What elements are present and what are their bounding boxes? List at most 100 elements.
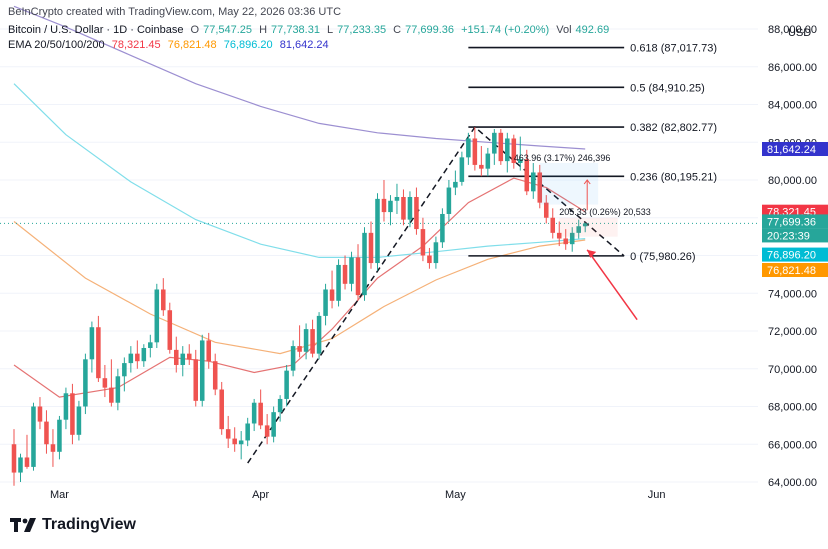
candle[interactable] <box>18 453 23 482</box>
candle[interactable] <box>336 259 341 307</box>
candle[interactable] <box>135 340 140 369</box>
candle[interactable] <box>271 406 276 443</box>
candle[interactable] <box>264 414 270 445</box>
candle[interactable] <box>505 132 510 173</box>
candle[interactable] <box>414 187 419 235</box>
ema-legend[interactable]: EMA 20/50/100/200 78,321.45 76,821.48 76… <box>8 39 333 51</box>
candle[interactable] <box>109 359 114 407</box>
trend-path[interactable] <box>247 125 625 464</box>
fib-level-label[interactable]: 0.236 (80,195.21) <box>630 171 717 183</box>
candle[interactable] <box>161 278 166 316</box>
candle[interactable] <box>479 146 484 177</box>
candle[interactable] <box>284 364 289 407</box>
candle[interactable] <box>401 189 406 226</box>
candle[interactable] <box>63 387 69 430</box>
candle[interactable] <box>219 381 224 435</box>
candle[interactable] <box>420 217 426 262</box>
candle[interactable] <box>238 431 244 460</box>
candle[interactable] <box>349 251 354 292</box>
candle[interactable] <box>212 353 218 396</box>
candle[interactable] <box>31 402 36 471</box>
candle[interactable] <box>563 229 568 250</box>
fibonacci-retracement[interactable]: 0.618 (87,017.73) 0.5 (84,910.25) 0.382 (8… <box>468 43 717 263</box>
candle[interactable] <box>206 332 211 369</box>
candle[interactable] <box>459 151 465 186</box>
candle[interactable] <box>427 247 432 269</box>
candle[interactable] <box>362 227 367 301</box>
candle[interactable] <box>193 349 199 407</box>
fib-level-label[interactable]: 0.382 (82,802.77) <box>630 122 717 134</box>
candle[interactable] <box>368 221 374 269</box>
candle[interactable] <box>122 357 127 392</box>
candle[interactable] <box>83 353 88 415</box>
candle[interactable] <box>24 434 30 469</box>
candle[interactable] <box>199 334 205 407</box>
candle[interactable] <box>251 398 257 432</box>
candle[interactable] <box>76 400 82 441</box>
candle[interactable] <box>466 132 471 165</box>
candle[interactable] <box>57 415 62 460</box>
candle[interactable] <box>537 164 543 209</box>
candle[interactable] <box>154 283 160 348</box>
candle[interactable] <box>556 221 562 247</box>
candle[interactable] <box>277 395 283 422</box>
candle[interactable] <box>472 127 478 171</box>
candle[interactable] <box>569 227 575 252</box>
candle[interactable] <box>50 429 56 467</box>
candle[interactable] <box>492 129 497 165</box>
candle[interactable] <box>498 129 504 165</box>
candle[interactable] <box>258 389 263 430</box>
candle[interactable] <box>290 340 296 377</box>
candle[interactable] <box>89 321 95 373</box>
candle[interactable] <box>180 346 186 377</box>
candle[interactable] <box>232 427 237 452</box>
candle[interactable] <box>102 364 108 398</box>
candle[interactable] <box>11 429 17 486</box>
candle[interactable] <box>355 244 361 301</box>
candle[interactable] <box>128 346 134 373</box>
candle[interactable] <box>407 191 413 228</box>
fib-level-label[interactable]: 0.5 (84,910.25) <box>630 82 705 94</box>
candle[interactable] <box>485 147 491 177</box>
candle[interactable] <box>186 344 192 365</box>
candle[interactable] <box>543 195 549 224</box>
candle[interactable] <box>70 383 75 445</box>
candle[interactable] <box>96 315 101 382</box>
candle[interactable] <box>511 134 517 169</box>
candle[interactable] <box>524 149 530 196</box>
candle[interactable] <box>453 170 458 196</box>
candle[interactable] <box>342 255 348 290</box>
candle[interactable] <box>531 163 536 199</box>
candle[interactable] <box>167 302 173 354</box>
candle[interactable] <box>381 180 387 222</box>
candle[interactable] <box>174 336 179 373</box>
fib-level-label[interactable]: 0.618 (87,017.73) <box>630 43 717 55</box>
candle[interactable] <box>245 417 250 447</box>
time-axis[interactable]: Mar Apr May Jun <box>50 489 666 501</box>
candle[interactable] <box>303 323 309 360</box>
candle[interactable] <box>310 319 315 358</box>
candle[interactable] <box>550 208 556 239</box>
symbol-title[interactable]: Bitcoin / U.S. Dollar · 1D · Coinbase <box>8 24 184 36</box>
tradingview-logo[interactable]: TradingView <box>10 516 136 534</box>
trend-dashed-line[interactable] <box>247 125 625 464</box>
candle[interactable] <box>297 325 302 358</box>
candle[interactable] <box>225 415 231 449</box>
candle[interactable] <box>316 312 322 360</box>
candle[interactable] <box>148 334 153 358</box>
candle[interactable] <box>323 283 328 326</box>
candle[interactable] <box>329 270 335 309</box>
candle[interactable] <box>44 410 49 454</box>
candle[interactable] <box>388 195 393 226</box>
candle[interactable] <box>582 222 588 233</box>
candle[interactable] <box>375 193 380 271</box>
candle[interactable] <box>446 180 452 222</box>
candle[interactable] <box>433 236 439 269</box>
candle[interactable] <box>141 344 147 367</box>
candle[interactable] <box>576 219 581 239</box>
candle[interactable] <box>518 136 523 171</box>
candlesticks[interactable] <box>11 127 588 486</box>
candle[interactable] <box>440 208 445 248</box>
fib-level-label[interactable]: 0 (75,980.26) <box>630 251 695 263</box>
